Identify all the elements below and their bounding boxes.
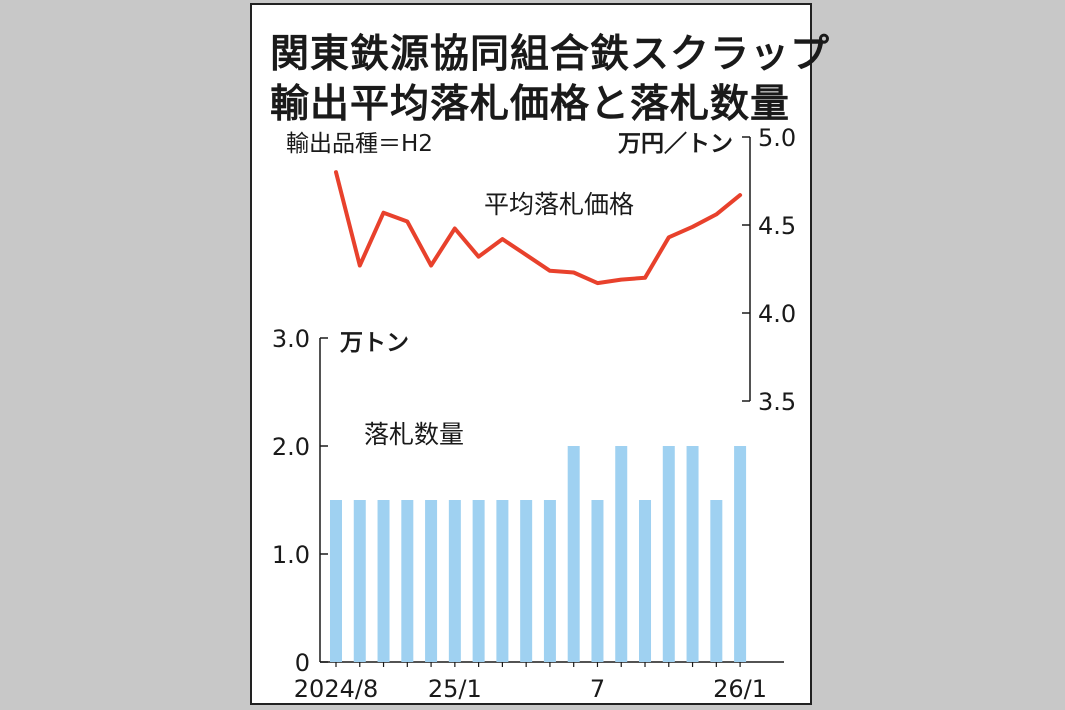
- price-line: [334, 170, 743, 286]
- volume-tick-label: 3.0: [272, 325, 310, 353]
- x-tick-label: 7: [590, 675, 605, 703]
- volume-bar: [330, 500, 342, 662]
- price-tick-label: 5.0: [758, 124, 796, 152]
- volume-bar: [567, 446, 580, 662]
- volume-bar: [520, 500, 533, 662]
- x-tick-label: 26/1: [713, 675, 767, 703]
- volume-bar: [401, 500, 414, 662]
- volume-bar: [734, 446, 747, 662]
- volume-tick-label: 0: [295, 649, 310, 677]
- price-axis-unit: 万円／トン: [618, 130, 733, 157]
- price-tick-label: 3.5: [758, 388, 796, 416]
- volume-tick-label: 2.0: [272, 433, 310, 461]
- chart-subtitle: 輸出品種＝H2: [286, 131, 433, 157]
- x-tick-label: 25/1: [428, 675, 482, 703]
- volume-bar: [591, 500, 604, 662]
- volume-bar: [472, 500, 485, 662]
- chart-title-line-2: 輸出平均落札価格と落札数量: [270, 82, 791, 127]
- volume-bar: [448, 500, 461, 662]
- volume-bar: [662, 446, 675, 662]
- volume-bar: [615, 446, 628, 662]
- price-tick-labels: 5.0 4.5 4.0 3.5: [742, 124, 796, 416]
- volume-bar: [639, 500, 652, 662]
- price-line-group: [334, 170, 743, 286]
- price-tick-label: 4.0: [758, 300, 796, 328]
- volume-bar: [377, 500, 390, 662]
- volume-bar: [686, 446, 699, 662]
- volume-bar: [710, 500, 723, 662]
- volume-series-label: 落札数量: [364, 420, 464, 449]
- price-tick-label: 4.5: [758, 212, 796, 240]
- x-tick-labels: 2024/8 25/1 7 26/1: [294, 662, 767, 703]
- combo-chart: 輸出品種＝H2 万円／トン 平均落札価格 万トン 落札数量 3.0 2.0 1.0 0…: [272, 124, 796, 703]
- volume-bar: [425, 500, 438, 662]
- chart-panel: 関東鉄源協同組合鉄スクラップ 輸出平均落札価格と落札数量 輸出品種＝H2 万円／…: [250, 3, 829, 705]
- volume-tick-label: 1.0: [272, 541, 310, 569]
- volume-tick-labels: 3.0 2.0 1.0 0: [272, 325, 328, 677]
- x-tick-label: 2024/8: [294, 675, 378, 703]
- volume-axis-unit: 万トン: [340, 330, 409, 356]
- volume-bar: [543, 500, 556, 662]
- volume-bar: [496, 500, 509, 662]
- price-series-label: 平均落札価格: [484, 190, 634, 219]
- volume-bar: [353, 500, 366, 662]
- volume-bars: [330, 446, 747, 662]
- price-axis: 万円／トン: [618, 130, 751, 401]
- chart-title-line-1: 関東鉄源協同組合鉄スクラップ: [270, 32, 831, 77]
